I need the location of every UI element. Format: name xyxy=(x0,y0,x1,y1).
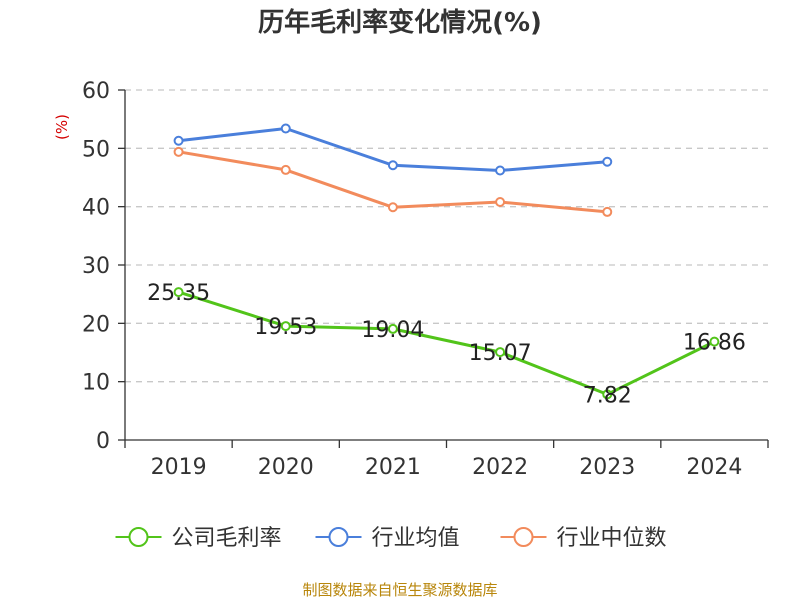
series-lines xyxy=(173,123,720,400)
data-point xyxy=(173,135,184,146)
axes: 0 10 20 30 40 50 60 2019 2020 2021 2022 2023 2024 xyxy=(82,79,769,480)
x-tick-label: 2022 xyxy=(472,455,528,480)
data-label: 19.53 xyxy=(254,315,317,340)
x-tick-label: 2020 xyxy=(258,455,314,480)
legend: 公司毛利率 行业均值 行业中位数 xyxy=(115,526,667,551)
y-tick-label: 40 xyxy=(82,196,110,221)
y-tick-label: 30 xyxy=(82,254,110,279)
y-tick-label: 10 xyxy=(82,371,110,396)
x-tick-label: 2023 xyxy=(579,455,635,480)
series-line-0 xyxy=(177,290,716,396)
y-tick-label: 60 xyxy=(82,79,110,104)
data-label: 15.07 xyxy=(469,341,532,366)
legend-label: 行业均值 xyxy=(372,526,460,551)
data-point xyxy=(387,160,398,171)
x-tick-label: 2024 xyxy=(686,455,742,480)
data-label: 25.35 xyxy=(147,281,210,306)
y-axis-unit-label: (%) xyxy=(53,114,71,140)
data-point xyxy=(387,323,398,334)
data-point xyxy=(709,336,720,347)
x-tick-label: 2019 xyxy=(151,455,207,480)
chart-title: 历年毛利率变化情况(%) xyxy=(258,7,542,38)
x-tick-label: 2021 xyxy=(365,455,421,480)
legend-marker xyxy=(128,527,149,547)
y-tick-label: 20 xyxy=(82,312,110,337)
data-point xyxy=(173,146,184,157)
data-point xyxy=(387,202,398,213)
data-point xyxy=(602,206,613,217)
data-point xyxy=(280,321,291,332)
legend-label: 行业中位数 xyxy=(557,526,667,551)
legend-marker xyxy=(513,527,534,547)
data-label: 19.04 xyxy=(361,318,424,343)
data-label: 16.86 xyxy=(683,331,746,356)
data-labels: 25.35 19.53 19.04 15.07 7.82 16.86 xyxy=(147,281,746,408)
data-point xyxy=(495,165,506,176)
legend-label: 公司毛利率 xyxy=(172,526,282,551)
source-note: 制图数据来自恒生聚源数据库 xyxy=(302,581,497,599)
y-tick-label: 50 xyxy=(82,137,110,162)
y-tick-label: 0 xyxy=(96,429,110,454)
data-label: 7.82 xyxy=(583,383,632,408)
data-point xyxy=(280,123,291,134)
data-point xyxy=(602,156,613,167)
data-point xyxy=(495,347,506,358)
legend-item: 行业均值 xyxy=(315,526,460,551)
data-point xyxy=(495,197,506,207)
legend-item: 公司毛利率 xyxy=(115,526,282,551)
data-point xyxy=(280,164,291,175)
legend-marker xyxy=(328,527,349,547)
data-point xyxy=(602,389,613,400)
data-point xyxy=(173,287,184,298)
grid-lines xyxy=(125,89,768,383)
legend-item: 行业中位数 xyxy=(500,526,667,551)
